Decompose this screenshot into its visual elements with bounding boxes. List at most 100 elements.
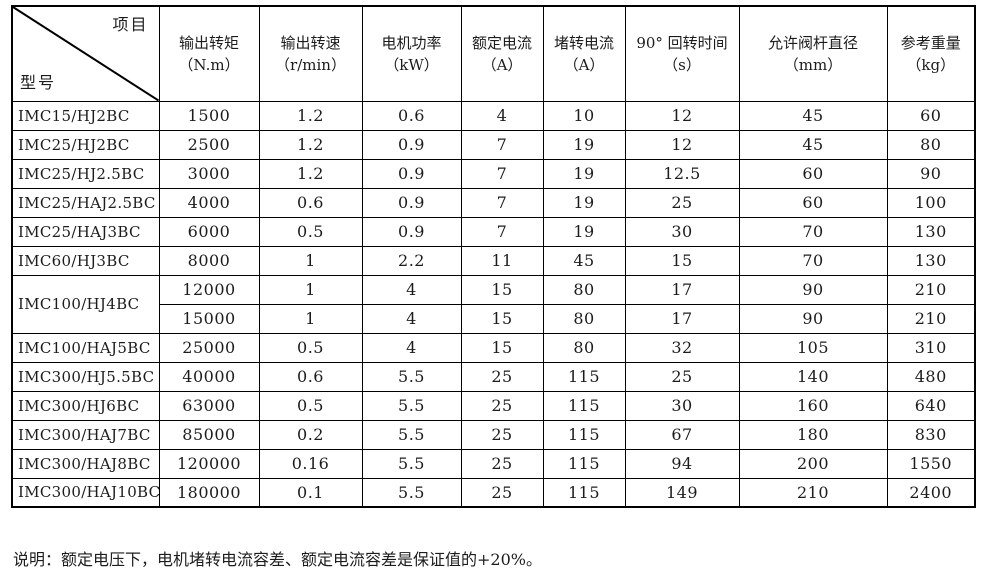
value-cell: 19 [542,216,626,247]
value-cell: 67 [624,419,740,450]
column-unit: （r/min） [275,55,346,74]
value-cell: 1.2 [258,158,363,189]
column-header-2: 输出转速 （r/min） [258,5,363,102]
value-cell: 7 [460,129,544,160]
footnote-text: 说明：额定电压下，电机堵转电流容差、额定电流容差是保证值的+20%。 [13,550,542,569]
model-cell: IMC60/HJ3BC [11,245,160,276]
value-cell: 30 [624,216,740,247]
value-cell: 115 [542,361,626,392]
value-cell: 210 [886,274,976,305]
value-cell: 0.6 [361,100,462,131]
value-cell: 17 [624,274,740,305]
value-cell: 40000 [158,361,260,392]
value-cell: 5.5 [361,448,462,479]
column-label: 参考重量 [900,33,961,52]
column-unit: （kW） [384,55,439,74]
model-cell: IMC300/HAJ8BC [11,448,160,479]
value-cell: 60 [886,100,976,131]
value-cell: 10 [542,100,626,131]
value-cell: 115 [542,390,626,421]
table-row: IMC300/HAJ8BC 120000 0.16 5.5 25 115 94 200 1550 [11,448,976,479]
value-cell: 19 [542,158,626,189]
value-cell: 15 [460,332,544,363]
table-body: IMC15/HJ2BC 1500 1.2 0.6 4 10 12 45 60 IMC25/HJ2B… [11,100,976,508]
actuator-spec-table: 项目 型号 输出转矩 （N.m） 输出转速 （r/min） 电机功率 （kW） 额定电流 （A… [11,5,976,508]
value-cell: 0.2 [258,419,363,450]
value-cell: 1500 [158,100,260,131]
column-label: 输出转矩 [178,33,239,52]
value-cell: 25 [460,390,544,421]
value-cell: 5.5 [361,361,462,392]
value-cell: 0.9 [361,158,462,189]
value-cell: 25 [460,361,544,392]
value-cell: 25000 [158,332,260,363]
value-cell: 200 [738,448,888,479]
value-cell: 4000 [158,187,260,218]
value-cell: 1550 [886,448,976,479]
value-cell: 15 [460,303,544,334]
value-cell: 2400 [886,477,976,508]
value-cell: 4 [361,332,462,363]
value-cell: 0.16 [258,448,363,479]
value-cell: 4 [460,100,544,131]
column-label: 允许阀杆直径 [767,33,858,52]
value-cell: 85000 [158,419,260,450]
diagonal-divider-line [13,7,159,101]
header-row: 项目 型号 输出转矩 （N.m） 输出转速 （r/min） 电机功率 （kW） 额定电流 （A… [11,5,976,102]
value-cell: 8000 [158,245,260,276]
value-cell: 830 [886,419,976,450]
table-row: IMC15/HJ2BC 1500 1.2 0.6 4 10 12 45 60 [11,100,976,131]
value-cell: 180 [738,419,888,450]
table-row: IMC60/HJ3BC 8000 1 2.2 11 45 15 70 130 [11,245,976,276]
value-cell: 80 [542,274,626,305]
value-cell: 210 [886,303,976,334]
value-cell: 1.2 [258,100,363,131]
value-cell: 15000 [158,303,260,334]
column-unit: （mm） [783,55,843,74]
table-row: IMC100/HJ4BC 12000 1 4 15 80 17 90 210 [11,274,976,334]
table-row: IMC25/HAJ3BC 6000 0.5 0.9 7 19 30 70 130 [11,216,976,247]
value-cell: 115 [542,419,626,450]
value-cell: 115 [542,477,626,508]
model-cell: IMC300/HJ6BC [11,390,160,421]
value-cell: 25 [460,477,544,508]
value-cell: 19 [542,187,626,218]
value-cell: 130 [886,216,976,247]
value-cell: 0.6 [258,361,363,392]
table-row: IMC300/HAJ7BC 85000 0.2 5.5 25 115 67 180 830 [11,419,976,450]
value-cell: 7 [460,158,544,189]
value-cell: 2.2 [361,245,462,276]
column-header-6: 90° 回转时间 （s） [624,5,740,102]
model-cell: IMC100/HJ4BC [11,274,160,334]
value-cell: 480 [886,361,976,392]
value-cell: 5.5 [361,419,462,450]
value-cell: 0.5 [258,216,363,247]
value-cell: 90 [738,303,888,334]
value-cell: 80 [542,332,626,363]
column-label: 额定电流 [471,33,532,52]
column-header-3: 电机功率 （kW） [361,5,462,102]
table-row: IMC25/HJ2.5BC 3000 1.2 0.9 7 19 12.5 60 90 [11,158,976,189]
value-cell: 640 [886,390,976,421]
value-cell: 7 [460,187,544,218]
value-cell: 45 [738,100,888,131]
value-cell: 25 [624,187,740,218]
value-cell: 4 [361,274,462,305]
value-cell: 180000 [158,477,260,508]
value-cell: 1.2 [258,129,363,160]
value-cell: 25 [460,448,544,479]
value-cell: 0.9 [361,129,462,160]
table-row: IMC100/HAJ5BC 25000 0.5 4 15 80 32 105 310 [11,332,976,363]
value-cell: 80 [542,303,626,334]
value-cell: 60 [738,158,888,189]
value-cell: 12 [624,129,740,160]
column-unit: （A） [563,55,605,74]
model-cell: IMC25/HAJ2.5BC [11,187,160,218]
column-unit: （s） [663,55,701,74]
column-label: 电机功率 [381,33,442,52]
table-row: IMC300/HAJ10BC 180000 0.1 5.5 25 115 149 210 240… [11,477,976,508]
value-cell: 0.5 [258,390,363,421]
column-header-1: 输出转矩 （N.m） [158,5,260,102]
value-cell: 25 [460,419,544,450]
